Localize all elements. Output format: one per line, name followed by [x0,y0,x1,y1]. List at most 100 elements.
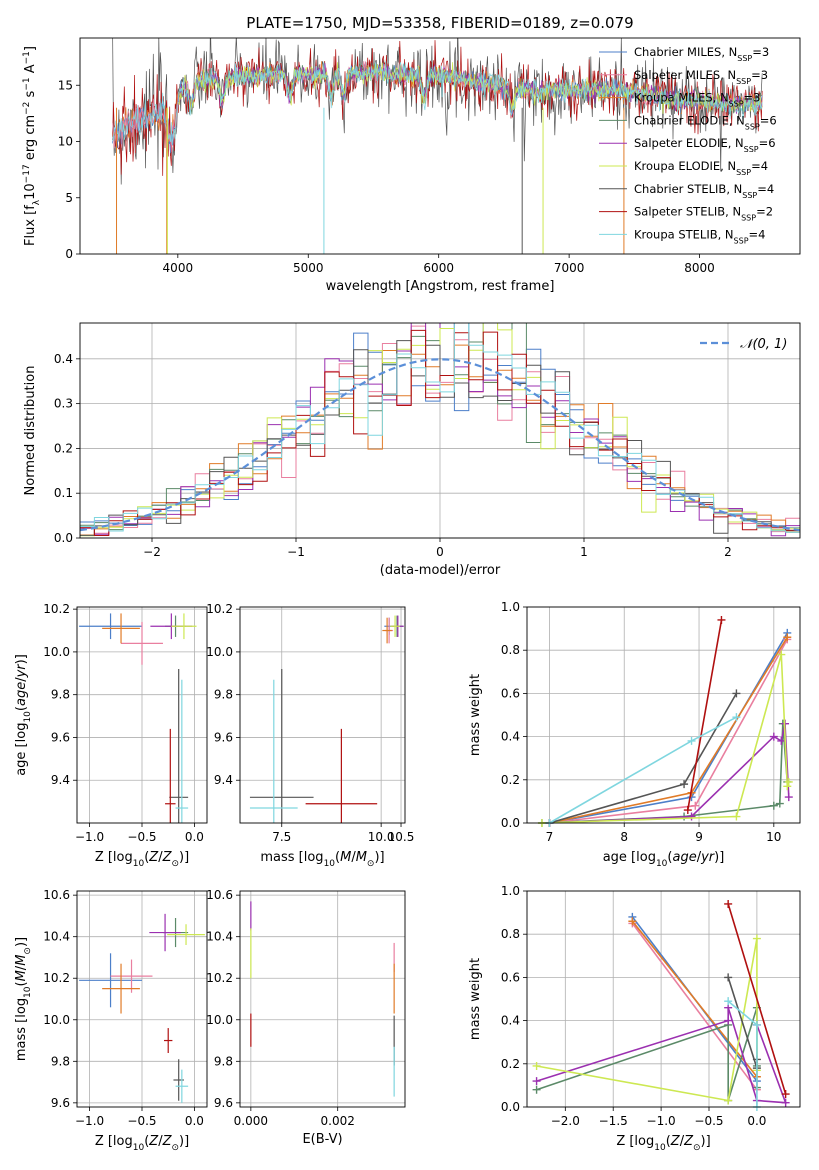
weight-marker [717,615,726,624]
massweight_vs_age-ytick-label: 0.0 [501,816,520,830]
massweight_vs_age-xtick-label: 10 [766,830,781,844]
weight-line [536,1007,787,1104]
massweight_vs_age-axes: 7 8 9 10 0.0 0.2 0.4 0.6 0.8 1.0 age [log10(age/yr… [468,600,801,869]
weight-marker [769,732,778,741]
massweight_vs_Z-xtick-label: −2.0 [551,1114,580,1128]
massweight_vs_age-plot-area [537,615,793,827]
weight-marker [683,806,692,815]
mass_vs_Z-ytick-label: 10.4 [43,930,70,944]
residuals-xtick-label: −2 [143,545,161,559]
spectrum-ytick-label: 5 [65,191,73,205]
massweight_vs_Z-xtick-label: −1.5 [599,1114,628,1128]
spectrum-axes: 4000 5000 6000 7000 8000 0 5 10 15 wavelength [An… [22,37,801,294]
age_vs_Z-ylabel: age [log10(age/yr)] [14,654,33,776]
mass_vs_Z-ylabel: mass [log10(M/M⊙)] [14,937,33,1061]
legend-label: 𝒩(0, 1) [740,337,787,352]
weight-line [687,619,723,811]
mass_vs_Z-xlabel: Z [log10(Z/Z⊙)] [95,1134,189,1153]
age_vs_Z-ytick-label: 9.6 [51,730,70,744]
legend-label: Chabrier STELIB, NSSP=4 [634,182,774,200]
weight-marker [532,1085,541,1094]
massweight_vs_age-ytick-label: 0.2 [501,773,520,787]
weight-marker [628,917,637,926]
weight-marker [777,650,786,659]
massweight_vs_age-xtick-label: 7 [546,830,554,844]
age_vs_mass-ytick-label: 9.8 [214,688,233,702]
residuals-ytick-label: 0.3 [54,397,73,411]
weight-marker [724,973,733,982]
massweight_vs_age-ytick-label: 0.4 [501,730,520,744]
mass_vs_Z-axes: −1.0 −0.5 0.0 9.6 9.8 10.0 10.2 10.4 10.6 Z [log1… [14,888,208,1153]
spectrum-plot-area [112,38,763,254]
age_vs_Z-axes: −1.0 −0.5 0.0 9.4 9.6 9.8 10.0 10.2 Z [log10(Z/Z… [14,602,208,869]
mass_vs_Z-xtick-label: −0.5 [127,1114,156,1128]
massweight_vs_age-xtick-label: 8 [620,830,628,844]
weight-marker [532,1077,541,1086]
weight-marker [687,736,696,745]
massweight_vs_Z-plot-area [532,899,790,1111]
spectrum-legend: Chabrier MILES, NSSP=3 Salpeter MILES, NS… [599,45,777,245]
weight-line [631,920,758,1078]
residuals-xtick-label: 2 [724,545,732,559]
massweight_vs_Z-ytick-label: 0.2 [501,1057,520,1071]
weight-marker [732,812,741,821]
age_vs_mass-ytick-label: 10.2 [206,602,233,616]
age_vs_Z-xtick-label: 0.0 [185,830,204,844]
massweight_vs_Z-frame [526,890,801,1108]
massweight_vs_age-ylabel: mass weight [468,674,483,756]
massweight_vs_Z-xlabel: Z [log10(Z/Z⊙)] [616,1134,710,1153]
weight-marker [680,780,689,789]
mass_vs_EBV-ytick-label: 10.6 [206,888,233,902]
weight-marker [769,801,778,810]
weight-marker [783,633,792,642]
spectrum-ylabel: Flux [fλ10−17 erg cm−2 s−1 A−1] [22,46,42,246]
weight-marker [687,812,696,821]
residuals-frame [79,322,801,539]
spectrum-xtick-label: 6000 [423,261,454,275]
weight-line [631,922,758,1091]
age_vs_Z-ytick-label: 10.2 [43,602,70,616]
massweight_vs_Z-xtick-label: −0.5 [694,1114,723,1128]
normal-curve [80,358,800,532]
legend-label: Salpeter ELODIE, NSSP=6 [634,136,776,154]
weight-line [541,723,789,824]
histogram-step [80,340,800,536]
mass_vs_EBV-ytick-label: 10.2 [206,971,233,985]
massweight_vs_Z-ytick-label: 0.6 [501,970,520,984]
weight-line [536,938,758,1102]
age_vs_mass-ytick-label: 9.4 [214,773,233,787]
weight-line [549,639,789,824]
residuals-ylabel: Normed distribution [23,366,38,496]
age_vs_Z-ytick-label: 9.4 [51,773,70,787]
age_vs_Z-ytick-label: 10.0 [43,645,70,659]
massweight_vs_Z-ytick-label: 0.8 [501,927,520,941]
weight-marker [752,1020,761,1029]
age_vs_Z-xlabel: Z [log10(Z/Z⊙)] [95,850,189,869]
age_vs_Z-xtick-label: −0.5 [127,830,156,844]
weight-marker [532,1061,541,1070]
age_vs_mass-xlabel: mass [log10(M/M⊙)] [260,850,384,869]
massweight_vs_age-xtick-label: 9 [695,830,703,844]
age_vs_mass-xtick-label: 10.5 [388,830,415,844]
legend-label: Salpeter STELIB, NSSP=2 [634,205,773,223]
massweight_vs_age-ytick-label: 0.8 [501,643,520,657]
legend-label: Salpeter MILES, NSSP=3 [634,68,768,86]
residuals-ytick-label: 0.0 [54,531,73,545]
spectrum-xtick-label: 4000 [163,261,194,275]
weight-marker [732,713,741,722]
weight-marker [783,782,792,791]
massweight_vs_age-frame [526,606,801,824]
legend-label: Kroupa ELODIE, NSSP=4 [634,159,768,177]
mass_vs_Z-frame [76,890,208,1108]
weight-marker [724,1096,733,1105]
weight-marker [781,1098,790,1107]
spectrum-line [112,60,763,145]
residuals-xlabel: (data-model)/error [380,563,501,578]
legend-label: Kroupa STELIB, NSSP=4 [634,227,765,245]
residuals-ytick-label: 0.1 [54,486,73,500]
massweight_vs_Z-xtick-label: −1.0 [647,1114,676,1128]
legend-label: Chabrier MILES, NSSP=3 [634,45,769,63]
age_vs_Z-frame [76,606,208,824]
